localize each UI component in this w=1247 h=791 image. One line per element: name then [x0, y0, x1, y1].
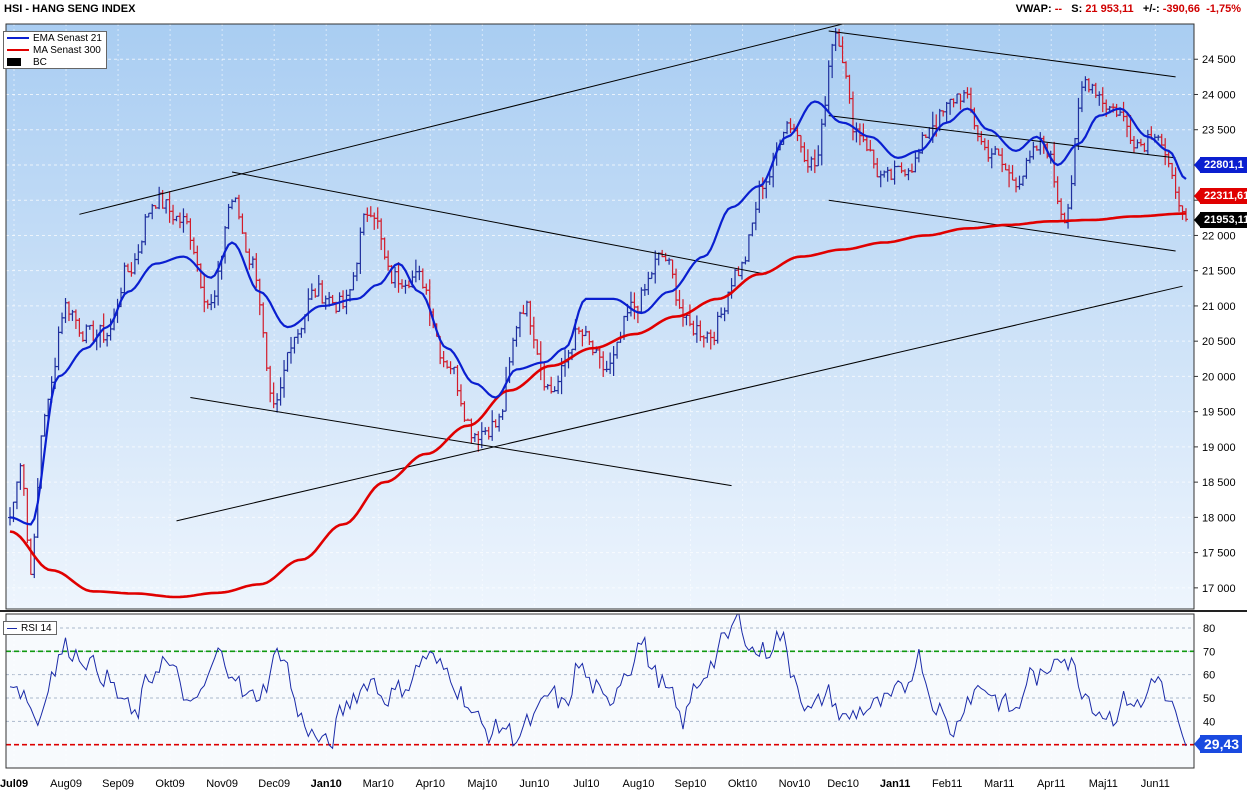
x-tick-label: Jun11 — [1141, 778, 1170, 790]
legend-bc-label: BC — [33, 56, 47, 68]
ema-value-badge: 22801,1 — [1200, 157, 1247, 173]
x-tick-label: Maj10 — [467, 778, 497, 790]
trend-line[interactable] — [828, 30, 1176, 78]
y-tick-label: 21 000 — [1202, 301, 1236, 313]
x-tick-label: Jan10 — [311, 778, 342, 790]
rsi-marker — [1194, 737, 1200, 751]
y-tick-label: 24 000 — [1202, 89, 1236, 101]
rsi-tick-label: 70 — [1203, 646, 1215, 658]
legend-rsi-label: RSI 14 — [21, 622, 52, 634]
x-tick-label: Jun10 — [519, 778, 549, 790]
x-tick-label: Feb11 — [932, 778, 962, 790]
y-tick-label: 18 000 — [1202, 512, 1236, 524]
chart-title: HSI - HANG SENG INDEX — [4, 3, 136, 15]
legend-ema[interactable]: EMA Senast 21 — [4, 32, 106, 44]
change-value: -390,66 — [1162, 3, 1201, 15]
rsi-tick-label: 40 — [1203, 716, 1215, 728]
main-panel-frame — [5, 23, 1195, 610]
main-legend: EMA Senast 21 MA Senast 300 BC — [3, 31, 107, 69]
y-tick-label: 24 500 — [1202, 54, 1236, 66]
legend-ma-label: MA Senast 300 — [33, 44, 101, 56]
x-tick-label: Sep09 — [102, 778, 134, 790]
legend-ema-label: EMA Senast 21 — [33, 32, 102, 44]
rsi-value-badge: 29,43 — [1200, 735, 1243, 753]
x-tick-label: Okt09 — [155, 778, 184, 790]
last-value-badge: 21953,11 — [1200, 212, 1247, 228]
rsi-legend: RSI 14 — [3, 621, 57, 635]
vwap-value: -- — [1054, 3, 1063, 15]
y-tick-label: 21 500 — [1202, 266, 1236, 278]
trend-line[interactable] — [176, 285, 1183, 522]
ema-21-line[interactable] — [9, 100, 1187, 526]
vwap-label: VWAP: — [1015, 3, 1052, 15]
ma-marker — [1194, 189, 1200, 203]
rsi-tick-label: 50 — [1203, 693, 1215, 705]
x-tick-label: Nov10 — [779, 778, 811, 790]
x-tick-label: Sep10 — [675, 778, 707, 790]
quote-summary: VWAP: -- S: 21 953,11 +/-: -390,66 -1,75… — [1016, 3, 1241, 15]
last-label: S: — [1071, 3, 1083, 15]
x-tick-label: Dec10 — [827, 778, 859, 790]
last-value: 21 953,11 — [1085, 3, 1134, 15]
ema-marker — [1194, 158, 1200, 172]
rsi-panel-frame — [5, 613, 1195, 769]
x-tick-label: Apr11 — [1037, 778, 1066, 790]
legend-rsi[interactable]: RSI 14 — [4, 622, 56, 634]
y-tick-label: 22 000 — [1202, 230, 1236, 242]
price-bar — [1184, 208, 1188, 222]
y-tick-label: 19 500 — [1202, 407, 1236, 419]
x-tick-label: Okt10 — [728, 778, 757, 790]
x-tick-label: Jul09 — [0, 778, 28, 790]
y-tick-label: 20 500 — [1202, 336, 1236, 348]
change-percent: -1,75% — [1206, 3, 1241, 15]
rsi-tick-label: 80 — [1203, 623, 1215, 635]
y-tick-label: 17 000 — [1202, 583, 1236, 595]
y-tick-label: 20 000 — [1202, 371, 1236, 383]
x-tick-label: Jul10 — [573, 778, 599, 790]
trend-line[interactable] — [828, 115, 1176, 159]
trend-line[interactable] — [231, 171, 767, 275]
y-tick-label: 23 500 — [1202, 125, 1236, 137]
y-tick-label: 17 500 — [1202, 548, 1236, 560]
trend-line[interactable] — [79, 24, 843, 215]
change-label: +/-: — [1142, 3, 1160, 15]
main-panel-background — [6, 24, 1194, 609]
y-tick-label: 18 500 — [1202, 477, 1236, 489]
x-tick-label: Jan11 — [880, 778, 911, 790]
rsi-tick-label: 60 — [1203, 670, 1215, 682]
x-tick-label: Maj11 — [1089, 778, 1118, 790]
x-tick-label: Apr10 — [416, 778, 445, 790]
rsi-panel-background — [6, 614, 1194, 768]
x-tick-label: Dec09 — [258, 778, 290, 790]
last-price-marker — [1194, 213, 1200, 227]
legend-ma[interactable]: MA Senast 300 — [4, 44, 106, 56]
x-tick-label: Mar11 — [984, 778, 1014, 790]
x-tick-label: Nov09 — [206, 778, 238, 790]
x-tick-label: Mar10 — [363, 778, 394, 790]
trend-line[interactable] — [190, 397, 732, 487]
legend-bc[interactable]: BC — [4, 56, 106, 68]
ma-300-line[interactable] — [9, 212, 1187, 599]
x-tick-label: Aug09 — [50, 778, 82, 790]
x-tick-label: Aug10 — [623, 778, 655, 790]
ma-value-badge: 22311,61 — [1200, 188, 1247, 204]
rsi-line[interactable] — [9, 612, 1187, 750]
y-tick-label: 19 000 — [1202, 442, 1236, 454]
